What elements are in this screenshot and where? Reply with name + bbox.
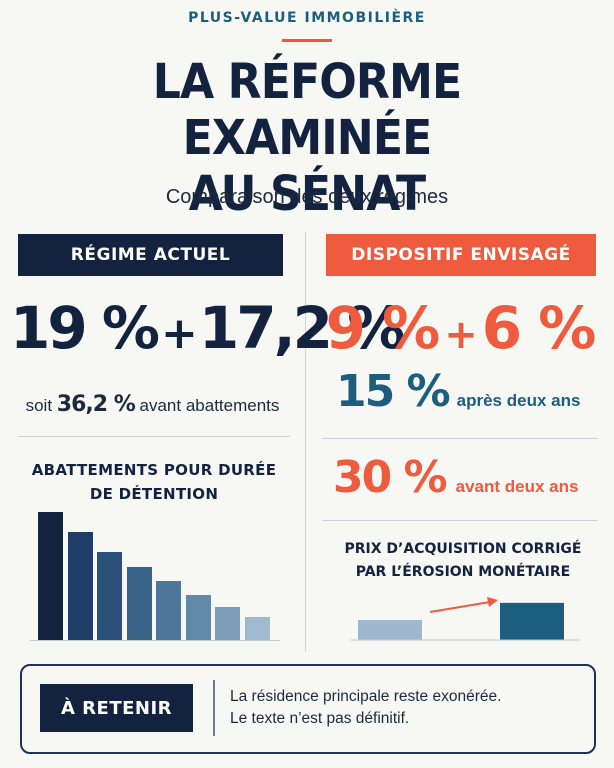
- column-divider: [305, 232, 306, 652]
- abattement-bar: [156, 581, 181, 640]
- abattements-chart: [30, 500, 290, 640]
- plus-sign-right: +: [444, 312, 477, 358]
- abattement-bar: [244, 616, 270, 640]
- rate-30-value: 30 %: [333, 452, 448, 503]
- proposed-rates: 9 % +6 %: [310, 294, 610, 362]
- current-rate-a: 19 %: [10, 294, 160, 362]
- right-separator: [322, 438, 598, 439]
- kicker: PLUS-VALUE IMMOBILIÈRE: [188, 10, 426, 26]
- rate-15-label: après deux ans: [456, 391, 581, 410]
- retenir-label: À RETENIR: [40, 684, 193, 732]
- left-separator: [18, 436, 290, 437]
- title-line-1: LA RÉFORME EXAMINÉE: [152, 54, 462, 166]
- abattement-bar: [67, 532, 93, 640]
- abattement-bar: [97, 551, 122, 640]
- current-rate-b: 17,2 %: [198, 294, 405, 362]
- abattement-bar: [215, 606, 240, 640]
- prix-title-line-2: PAR L’ÉROSION MONÉTAIRE: [355, 564, 571, 580]
- prix-title: PRIX D’ACQUISITION CORRIGÉ PAR L’ÉROSION…: [318, 538, 608, 584]
- left-heading: RÉGIME ACTUEL: [18, 234, 283, 276]
- subtitle: Comparaison des deux régimes: [165, 186, 449, 208]
- right-separator-2: [322, 520, 598, 521]
- abattement-bar: [126, 567, 152, 640]
- right-heading: DISPOSITIF ENVISAGÉ: [326, 234, 596, 276]
- prix-bar: [500, 602, 564, 640]
- rate-30-label: avant deux ans: [455, 477, 579, 496]
- kicker-underline: [282, 39, 332, 42]
- proposed-rate-a: 9 %: [325, 294, 441, 362]
- prix-bar: [358, 620, 422, 640]
- abattement-bar: [38, 512, 63, 640]
- retenir-text: La résidence principale reste exonérée. …: [230, 686, 501, 730]
- page-title: LA RÉFORME EXAMINÉE AU SÉNAT: [25, 54, 590, 222]
- soit-prefix: soit: [25, 396, 53, 415]
- abattements-title: ABATTEMENTS POUR DURÉE DE DÉTENTION: [14, 458, 294, 506]
- prix-arrow-line: [429, 601, 491, 613]
- abattement-bar: [185, 595, 211, 640]
- rate-15-value: 15 %: [336, 366, 451, 417]
- abattements-title-line-2: DE DÉTENTION: [89, 485, 219, 503]
- soit-suffix: avant abattements: [139, 396, 280, 415]
- soit-total: 36,2 %: [56, 392, 136, 417]
- rate-30-row: 30 % avant deux ans: [333, 452, 578, 503]
- retenir-line-2: Le texte n’est pas définitif.: [230, 710, 410, 727]
- title-line-2: AU SÉNAT: [188, 166, 426, 222]
- plus-sign-left: +: [161, 308, 198, 359]
- rate-15-row: 15 % après deux ans: [336, 366, 580, 417]
- abattements-baseline: [30, 640, 280, 641]
- retenir-line-1: La résidence principale reste exonérée.: [230, 688, 502, 705]
- proposed-rate-b: 6 %: [481, 294, 597, 362]
- retenir-separator: [213, 680, 215, 736]
- prix-title-line-1: PRIX D’ACQUISITION CORRIGÉ: [344, 541, 582, 557]
- prix-chart: [350, 597, 580, 641]
- current-total: soit 36,2 % avant abattements: [0, 392, 305, 417]
- prix-arrow-head: [487, 597, 498, 607]
- current-rates: 19 %+17,2 %: [10, 294, 405, 362]
- abattements-title-line-1: ABATTEMENTS POUR DURÉE: [31, 461, 277, 479]
